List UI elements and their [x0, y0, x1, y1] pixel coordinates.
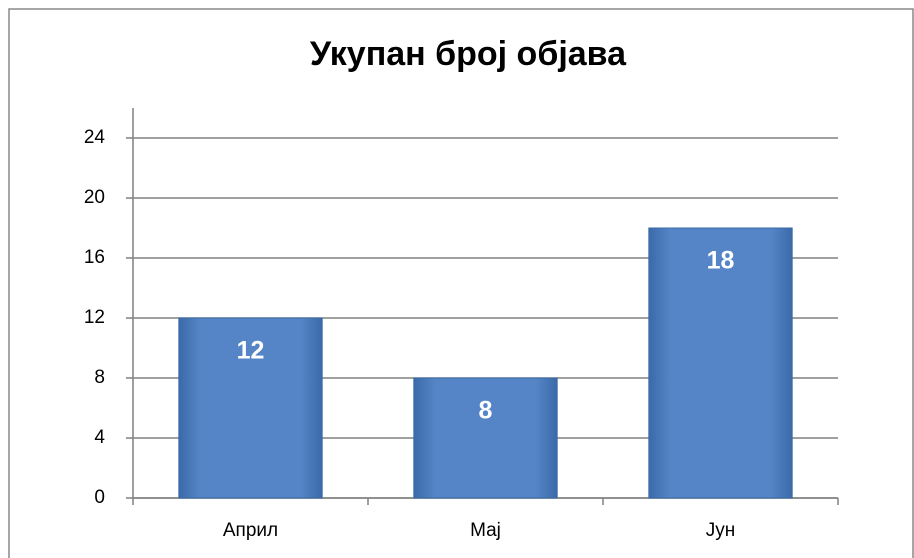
x-tick-label: Мај — [470, 520, 501, 541]
x-tick-label: Јун — [706, 520, 736, 541]
bar — [648, 227, 793, 499]
y-tick-label: 4 — [94, 427, 105, 448]
y-tick-label: 8 — [94, 367, 105, 388]
data-label: 12 — [237, 337, 265, 365]
bar — [178, 317, 323, 499]
y-tick-label: 24 — [84, 127, 106, 148]
y-tick-label: 16 — [84, 247, 105, 268]
bar — [413, 377, 558, 499]
x-tick-label: Април — [223, 520, 278, 541]
y-tick-label: 20 — [84, 187, 105, 208]
y-tick-label: 0 — [94, 487, 105, 508]
y-tick-label: 12 — [84, 307, 105, 328]
data-label: 8 — [479, 397, 493, 425]
data-label: 18 — [707, 247, 735, 275]
chart-title: Укупан број објава — [310, 35, 627, 73]
